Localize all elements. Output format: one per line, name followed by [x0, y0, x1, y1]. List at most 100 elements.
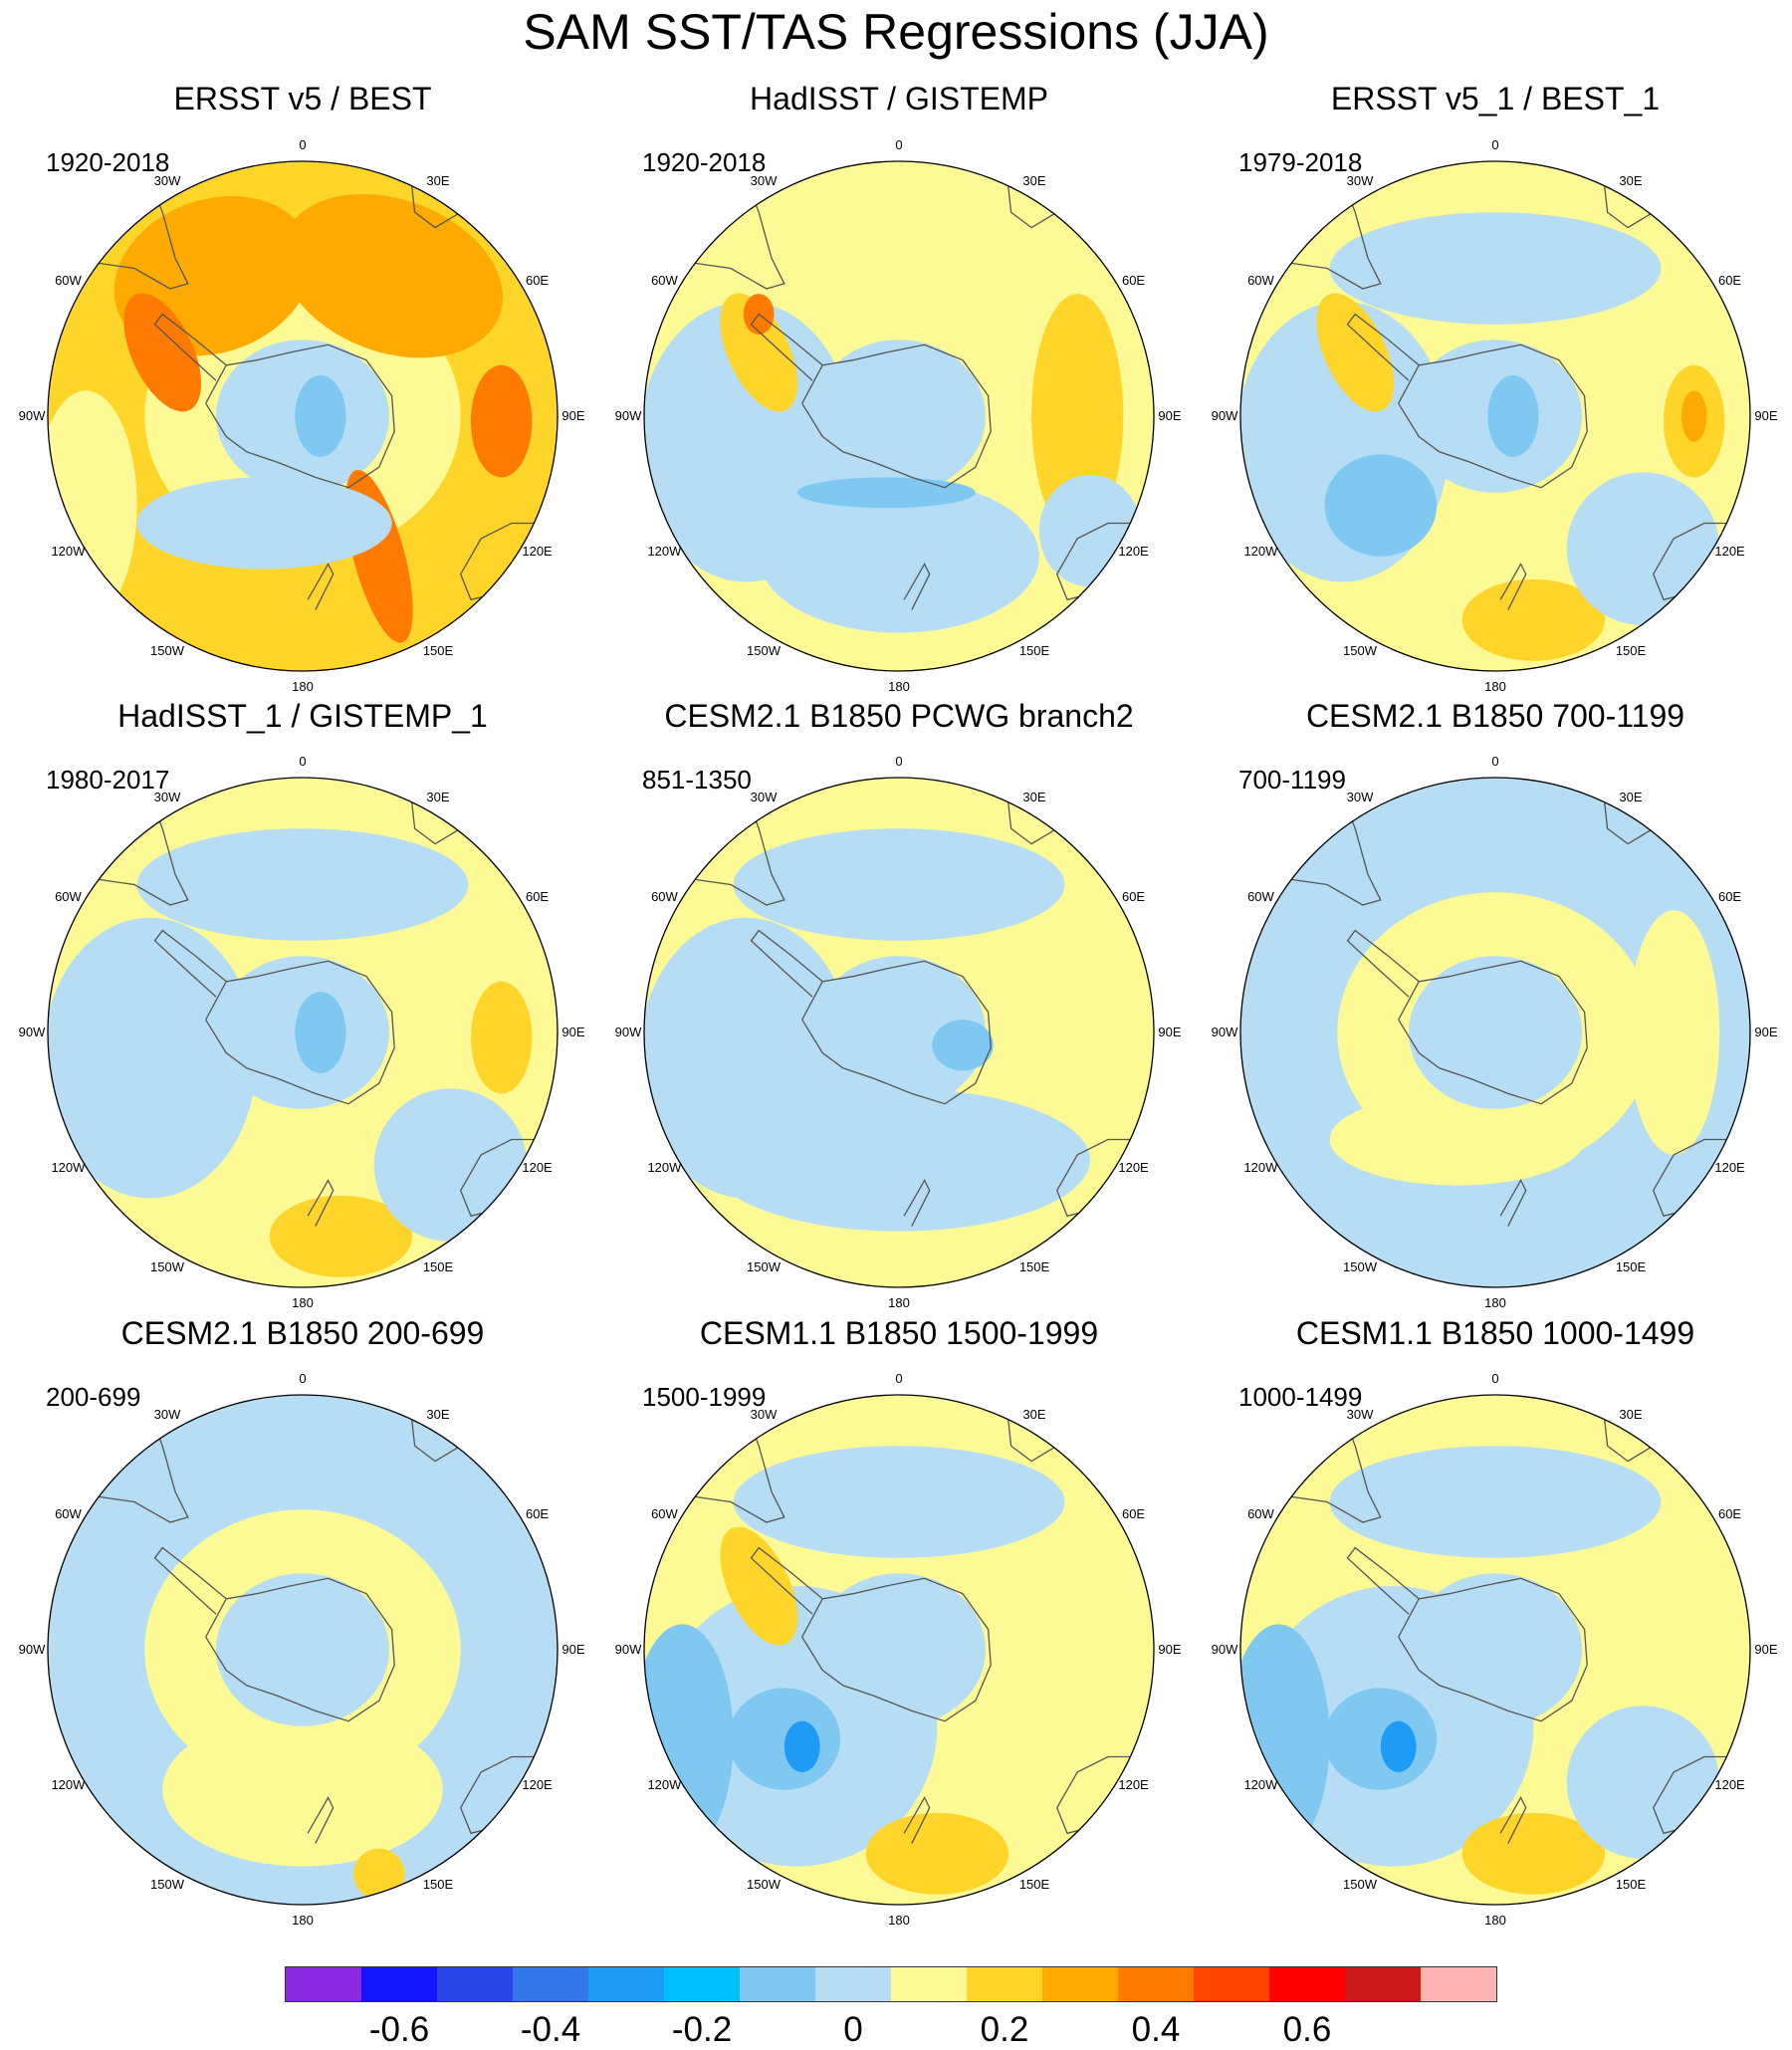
antarctica-outline	[1398, 1577, 1588, 1722]
longitude-label: 30E	[426, 790, 450, 805]
longitude-label: 150E	[422, 642, 454, 658]
anomaly-region-east-core	[1680, 390, 1707, 442]
longitude-label: 60W	[1247, 889, 1274, 904]
longitude-label: 120W	[1243, 1160, 1278, 1175]
antarctica-outline	[205, 1577, 395, 1722]
panel-period: 200-699	[46, 1382, 141, 1412]
longitude-label: 90E	[1158, 1025, 1182, 1039]
longitude-label: 150W	[150, 1876, 184, 1892]
longitude-label: 90W	[1211, 408, 1238, 423]
map-field	[1240, 1395, 1750, 1905]
map-field	[48, 1395, 558, 1905]
south-america-outline	[695, 165, 785, 290]
longitude-label: 0	[299, 754, 307, 769]
anomaly-region-west-edge	[644, 1624, 734, 1854]
anomaly-region-se-patch	[1566, 472, 1720, 625]
longitude-label: 120E	[1714, 1777, 1745, 1792]
longitude-label: 120E	[1714, 1160, 1745, 1175]
longitude-label: 60W	[651, 889, 678, 904]
panel-title: ERSST v5 / BEST	[173, 81, 432, 116]
longitude-label: 90E	[1158, 408, 1182, 423]
longitude-label: 90E	[1754, 408, 1778, 423]
longitude-label: 30W	[153, 790, 181, 805]
longitude-label: 120W	[51, 1160, 86, 1175]
longitude-label: 30E	[1619, 1407, 1643, 1423]
polar-map-7	[47, 1394, 559, 1906]
longitude-label: 30W	[153, 1407, 181, 1423]
peninsula-outline	[1346, 313, 1420, 381]
colorbar-swatch	[1269, 1967, 1345, 2001]
anomaly-region-sw-core	[784, 1720, 820, 1772]
new-zealand-outline	[903, 1796, 931, 1844]
longitude-label: 150E	[1018, 642, 1050, 658]
antarctica-outline	[801, 1577, 992, 1722]
longitude-label: 150E	[1615, 642, 1647, 658]
longitude-label: 60W	[55, 1506, 82, 1521]
anomaly-region-se-patch	[1566, 1706, 1720, 1859]
antarctica-outline	[205, 343, 395, 489]
longitude-label: 60E	[1717, 889, 1742, 904]
longitude-label: 30E	[1619, 790, 1643, 805]
longitude-label: 120W	[647, 1160, 682, 1175]
new-zealand-outline	[307, 563, 335, 610]
peninsula-outline	[750, 1546, 823, 1615]
longitude-label: 150E	[422, 1876, 454, 1892]
longitude-label: 120E	[522, 1160, 553, 1175]
new-zealand-outline	[903, 1179, 931, 1227]
colorbar-tick-label: 0	[843, 2010, 863, 2049]
anomaly-region-east-ant	[932, 1020, 994, 1071]
polar-map-8	[643, 1394, 1155, 1906]
figure-title: SAM SST/TAS Regressions (JJA)	[523, 4, 1269, 60]
anomaly-region-ne-patch	[281, 193, 503, 358]
map-field	[644, 778, 1154, 1287]
anomaly-region-cap	[1408, 1573, 1583, 1726]
colorbar-swatch	[1118, 1967, 1194, 2001]
panel-period: 1920-2018	[642, 147, 767, 177]
map-field	[644, 161, 1154, 671]
antarctica-outline	[1398, 343, 1588, 489]
panel-title: CESM1.1 B1850 1000-1499	[1295, 1315, 1695, 1351]
anomaly-region-cap	[1408, 956, 1583, 1109]
panel-title: CESM2.1 B1850 700-1199	[1305, 698, 1685, 734]
peninsula-outline	[153, 929, 227, 998]
longitude-label: 0	[299, 137, 307, 152]
longitude-label: 180	[888, 1913, 910, 1928]
new-zealand-outline	[1499, 1179, 1527, 1227]
peninsula-outline	[750, 929, 823, 998]
anomaly-region-south-band	[796, 477, 976, 509]
longitude-label: 120E	[522, 544, 553, 559]
longitude-label: 150W	[747, 642, 781, 658]
anomaly-region-west-wide	[48, 917, 257, 1199]
longitude-label: 60E	[525, 273, 550, 288]
map-field	[644, 1395, 1154, 1905]
anomaly-region-north-band	[733, 1446, 1065, 1558]
longitude-label: 150E	[1018, 1876, 1050, 1892]
anomaly-region-spot-ant	[1487, 375, 1539, 457]
anomaly-region-south-spot	[353, 1848, 405, 1900]
panel-period: 1500-1999	[642, 1382, 767, 1412]
longitude-label: 90E	[561, 408, 585, 423]
longitude-label: 90W	[1211, 1642, 1238, 1657]
longitude-label: 0	[1491, 137, 1499, 152]
anomaly-region-cap	[811, 1573, 987, 1726]
longitude-label: 180	[292, 679, 314, 694]
anomaly-region-east-spot	[470, 981, 533, 1094]
longitude-label: 30E	[1022, 1407, 1046, 1423]
longitude-label: 60E	[1121, 273, 1146, 288]
anomaly-region-north-band	[733, 828, 1065, 941]
new-zealand-outline	[1499, 563, 1527, 610]
colorbar-swatch	[891, 1967, 967, 2001]
longitude-label: 30E	[426, 1407, 450, 1423]
south-america-outline	[1291, 782, 1382, 906]
map-border	[1239, 777, 1751, 1288]
colorbar	[285, 1966, 1497, 2002]
longitude-label: 150E	[1615, 1876, 1647, 1892]
colorbar-swatch	[967, 1967, 1042, 2001]
longitude-label: 150W	[1343, 1258, 1377, 1274]
colorbar-tick-label: -0.6	[368, 2010, 430, 2049]
map-border	[47, 777, 559, 1288]
polar-map-3	[1239, 160, 1751, 672]
longitude-label: 180	[888, 1295, 910, 1310]
longitude-label: 90E	[1754, 1642, 1778, 1657]
longitude-label: 90W	[614, 408, 642, 423]
